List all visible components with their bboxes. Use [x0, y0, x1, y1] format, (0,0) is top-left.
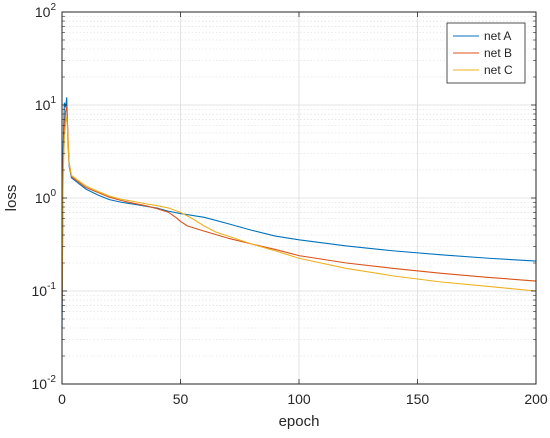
x-axis-label: epoch	[279, 413, 320, 430]
y-tick-label: 10-1	[32, 281, 57, 299]
legend-label: net A	[484, 29, 511, 43]
x-tick-label: 200	[524, 391, 548, 407]
tick-marks	[61, 11, 537, 385]
x-tick-label: 50	[173, 391, 189, 407]
x-tick-label: 100	[287, 391, 311, 407]
y-tick-labels: 10-2 10-1 100 101 102	[32, 2, 57, 392]
legend: net A net B net C	[446, 22, 526, 84]
x-tick-label: 0	[58, 391, 66, 407]
series-lines	[61, 97, 537, 329]
series-line-net-c	[61, 116, 537, 301]
y-axis-label: loss	[3, 185, 20, 212]
x-tick-label: 150	[406, 391, 430, 407]
legend-label: net B	[484, 46, 512, 60]
y-tick-label: 102	[35, 2, 57, 20]
y-tick-label: 101	[35, 95, 57, 113]
y-tick-label: 10-2	[32, 374, 57, 392]
x-tick-labels: 0 50 100 150 200	[58, 391, 548, 407]
y-tick-label: 100	[35, 188, 57, 206]
legend-label: net C	[484, 63, 513, 77]
